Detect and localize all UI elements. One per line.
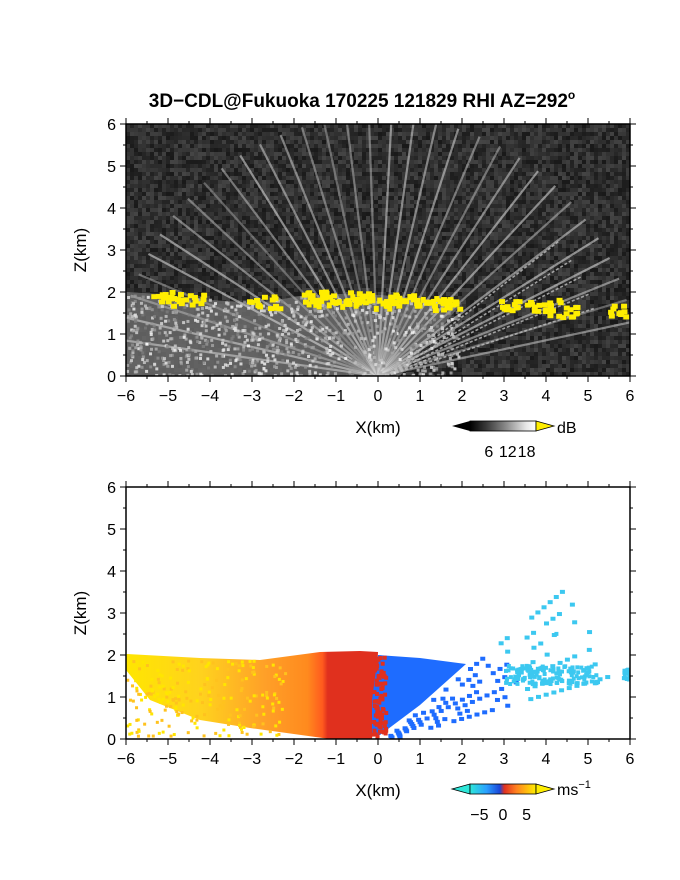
x-tick-label: −5 [159,751,177,768]
colorbar-tick-label: 12 [499,444,517,461]
x-tick-label: −6 [117,388,135,405]
backscatter-ylabel: Z(km) [71,228,90,272]
negative-velocity-region [372,655,466,735]
x-tick-label: 2 [458,751,467,768]
x-tick-label: 3 [500,751,509,768]
x-tick-label: −4 [201,751,219,768]
x-tick-label: −2 [285,751,303,768]
x-tick-label: 6 [626,388,635,405]
positive-velocity-region [126,651,378,739]
y-tick-label: 3 [107,606,116,623]
y-tick-label: 0 [107,732,116,749]
colorbar-tick-label: −5 [470,807,488,824]
chart-title: 3D−CDL@Fukuoka 170225 121829 RHI AZ=292o [149,88,576,112]
x-tick-label: 6 [626,751,635,768]
colorbar-tick-label: 6 [484,444,493,461]
backscatter-noise [126,124,630,376]
backscatter-echo [126,124,630,376]
velocity-colorbar-unit: ms−1 [557,779,591,799]
velocity-speckle [126,589,630,739]
x-tick-label: 3 [500,388,509,405]
y-tick-label: 0 [107,369,116,386]
velocity-panel: −6 −5 −4 −3 −2 −1 0 1 2 3 4 5 6 0 1 2 3 4 5 6 X(km) Z(km) m… [71,480,636,824]
backscatter-colorbar-unit: dB [557,420,577,437]
y-tick-label: 1 [107,327,116,344]
y-tick-label: 3 [107,243,116,260]
x-tick-label: 1 [416,388,425,405]
x-tick-label: −5 [159,388,177,405]
x-tick-label: −1 [327,388,345,405]
backscatter-colorbar-ticks: 6 12 18 [484,444,535,461]
y-tick-label: 1 [107,690,116,707]
velocity-colorbar-ticks: −5 0 5 [470,807,531,824]
y-tick-label: 2 [107,285,116,302]
x-tick-label: 5 [584,388,593,405]
velocity-colorbar: ms−1 −5 0 5 [450,779,591,824]
x-tick-label: 2 [458,388,467,405]
velocity-ylabel: Z(km) [71,591,90,635]
y-tick-label: 6 [107,480,116,497]
y-tick-label: 2 [107,648,116,665]
backscatter-ticks: −6 −5 −4 −3 −2 −1 0 1 2 3 4 5 6 0 1 2 3 4 5 6 [107,117,636,405]
x-tick-label: −3 [243,388,261,405]
y-tick-label: 5 [107,159,116,176]
cloud-base-yellow [151,289,630,321]
x-tick-label: −4 [201,388,219,405]
x-tick-label: 0 [374,388,383,405]
x-tick-label: 5 [584,751,593,768]
y-tick-label: 5 [107,522,116,539]
far-range-beams [385,239,596,376]
y-tick-label: 4 [107,201,116,218]
x-tick-label: −2 [285,388,303,405]
x-tick-label: −6 [117,751,135,768]
x-tick-label: 1 [416,751,425,768]
colorbar-tick-label: 0 [499,807,508,824]
colorbar-tick-label: 18 [518,444,536,461]
velocity-xlabel: X(km) [355,781,400,800]
backscatter-colorbar: dB 6 12 18 [452,420,577,461]
colorbar-tick-label: 5 [522,807,531,824]
x-tick-label: 0 [374,751,383,768]
velocity-field [126,589,630,739]
y-tick-label: 4 [107,564,116,581]
y-tick-label: 6 [107,117,116,134]
x-tick-label: 4 [542,751,551,768]
velocity-ticks: −6 −5 −4 −3 −2 −1 0 1 2 3 4 5 6 0 1 2 3 4 5 6 [107,480,636,768]
echo-rays [126,124,630,376]
x-tick-label: 4 [542,388,551,405]
x-tick-label: −1 [327,751,345,768]
backscatter-xlabel: X(km) [355,418,400,437]
x-tick-label: −3 [243,751,261,768]
